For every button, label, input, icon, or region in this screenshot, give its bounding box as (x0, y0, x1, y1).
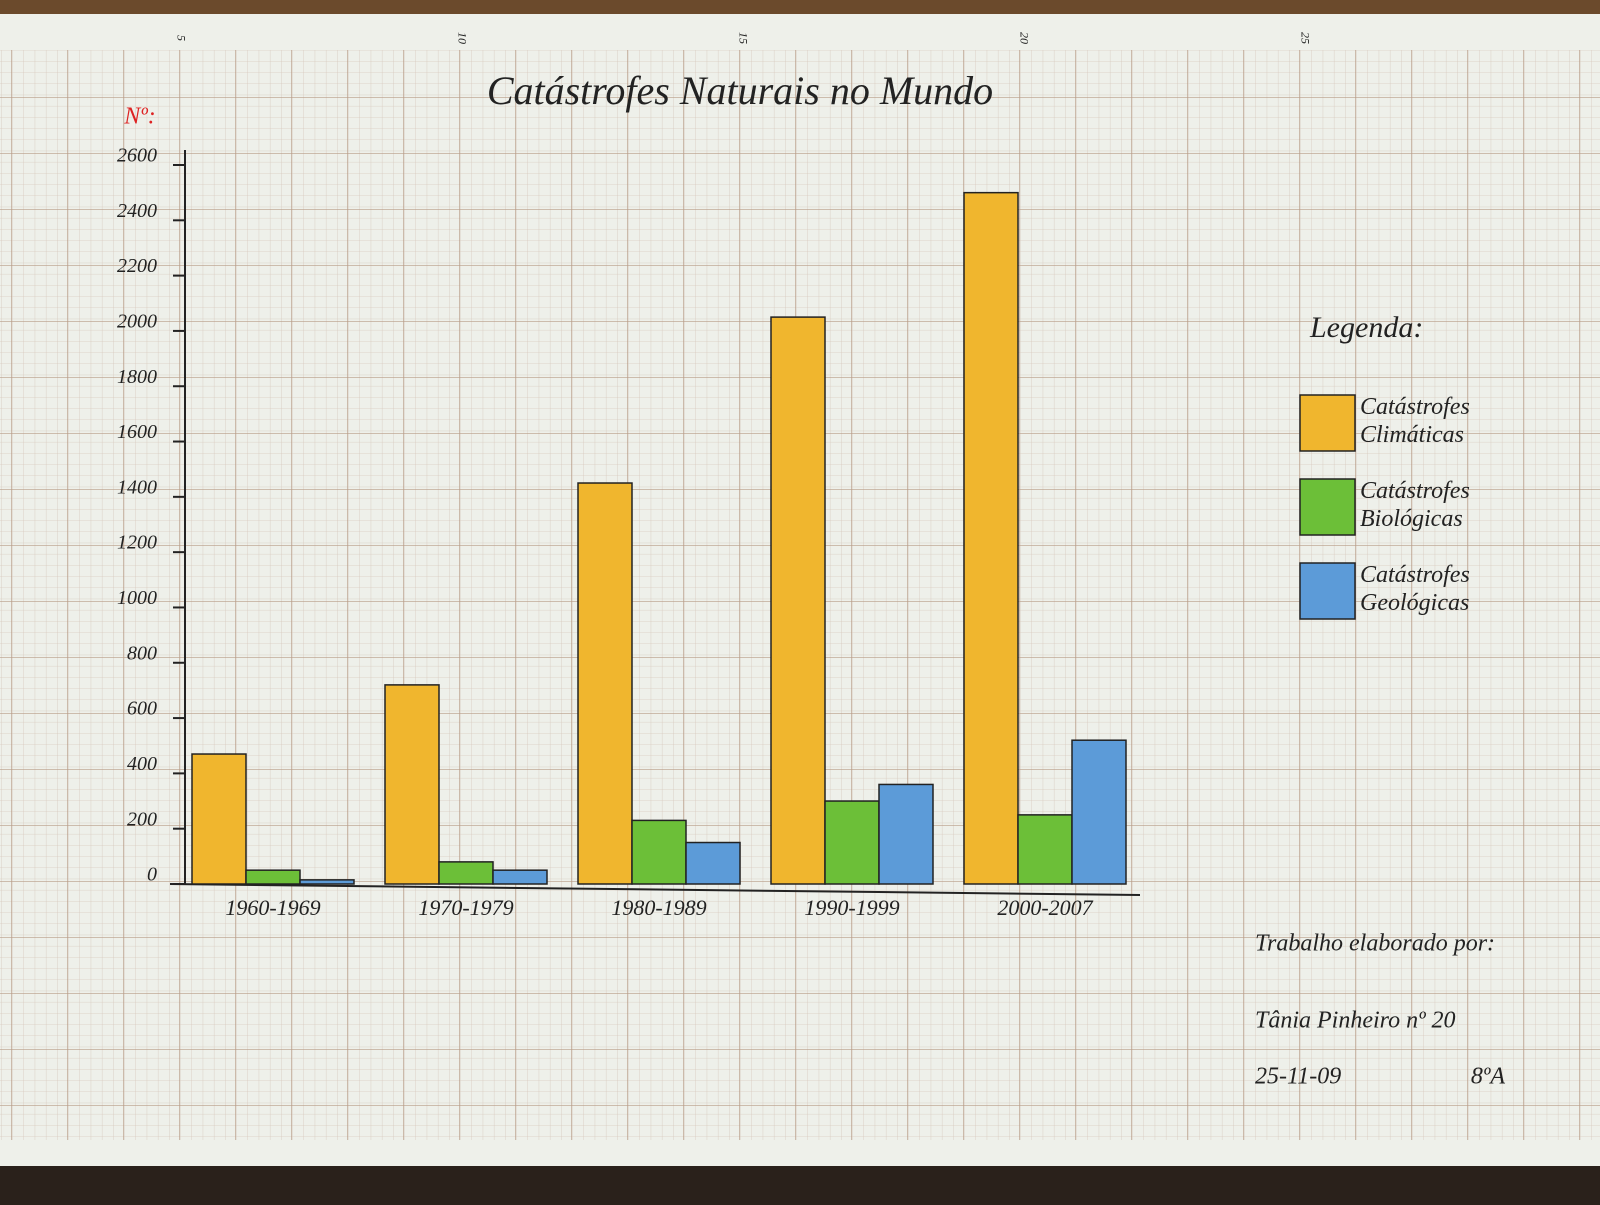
x-tick-label: 2000-2007 (997, 895, 1093, 920)
legend-label: Catástrofes Biológicas (1360, 478, 1470, 532)
bar (299, 879, 355, 885)
legend-label: Catástrofes Climáticas (1360, 394, 1470, 448)
legend-swatch (1299, 394, 1356, 452)
x-tick-label: 1980-1989 (611, 895, 706, 920)
y-tick-label: 0 (147, 864, 157, 886)
bar (384, 684, 440, 885)
y-tick-label: 200 (127, 808, 157, 830)
bar (685, 841, 741, 885)
bar (631, 819, 687, 885)
bar (770, 316, 826, 885)
y-tick-label: 800 (127, 642, 157, 664)
bar (438, 861, 494, 885)
bar (245, 869, 301, 885)
x-tick-label: 1990-1999 (804, 895, 899, 920)
author-date: 25-11-09 (1255, 1064, 1341, 1090)
x-tick-label: 1970-1979 (418, 895, 513, 920)
y-tick-label: 2000 (117, 311, 157, 333)
y-tick-label: 1400 (117, 476, 157, 498)
legend-item: Catástrofes Biológicas (1360, 478, 1470, 532)
bar (1071, 739, 1127, 885)
bar (824, 800, 880, 885)
bar (878, 783, 934, 885)
table-edge (0, 0, 1600, 14)
y-tick-label: 1200 (117, 532, 157, 554)
y-tick-label: 2200 (117, 255, 157, 277)
ruler-mark: 15 (736, 32, 750, 44)
legend-swatch (1299, 478, 1356, 536)
legend-title: Legenda: (1309, 311, 1423, 344)
y-tick-label: 1600 (117, 421, 157, 443)
chart-title: Catástrofes Naturais no Mundo (487, 68, 993, 113)
bar (577, 482, 633, 885)
ruler-mark: 10 (455, 32, 469, 44)
y-tick-label: 2400 (117, 200, 157, 222)
author-heading: Trabalho elaborado por: (1255, 931, 1495, 957)
ruler-mark: 20 (1017, 32, 1031, 44)
legend-label: Catástrofes Geológicas (1360, 562, 1470, 616)
author-class: 8ºA (1471, 1064, 1505, 1090)
y-tick-label: 1800 (117, 366, 157, 388)
y-tick-label: 400 (127, 753, 157, 775)
author-name: Tânia Pinheiro nº 20 (1255, 1008, 1456, 1034)
legend-item: Catástrofes Climáticas (1360, 394, 1470, 448)
x-tick-label: 1960-1969 (225, 895, 320, 920)
bar (191, 753, 247, 885)
y-tick-label: 2600 (117, 145, 157, 167)
bar (963, 191, 1019, 885)
legend-item: Catástrofes Geológicas (1360, 562, 1470, 616)
legend-swatch (1299, 562, 1356, 620)
bar (1017, 814, 1073, 885)
y-axis-label: Nº: (123, 104, 155, 130)
ruler-mark: 25 (1298, 32, 1312, 44)
x-axis (169, 883, 1141, 896)
ruler-mark: 5 (174, 35, 188, 41)
bar (492, 869, 548, 885)
y-tick-label: 600 (127, 698, 157, 720)
y-tick-label: 1000 (117, 587, 157, 609)
